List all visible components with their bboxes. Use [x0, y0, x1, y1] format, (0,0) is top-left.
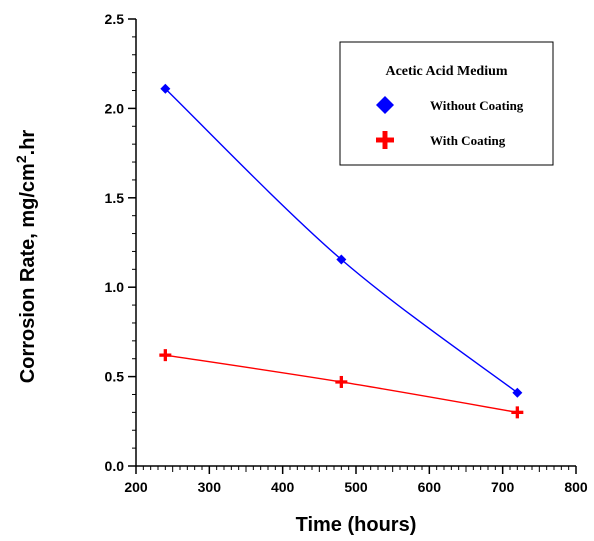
data-point-marker [335, 375, 348, 388]
y-axis-title-superscript: 2 [13, 155, 29, 163]
y-tick-label: 1.5 [105, 190, 125, 206]
x-tick-label: 700 [491, 479, 515, 495]
data-point-marker [160, 83, 171, 94]
legend-label: With Coating [430, 133, 506, 148]
data-point-marker [159, 349, 172, 362]
y-tick-label: 0.0 [105, 458, 125, 474]
data-point-marker-v [163, 349, 167, 362]
series-1 [159, 349, 524, 419]
data-point-marker [512, 387, 523, 398]
x-tick-label: 400 [271, 479, 295, 495]
y-tick-label: 0.5 [105, 369, 125, 385]
x-tick-label: 300 [198, 479, 222, 495]
y-tick-label: 1.0 [105, 279, 125, 295]
legend-label: Without Coating [430, 98, 524, 113]
y-axis-title-main: Corrosion Rate, mg/cm [17, 163, 39, 383]
legend-marker [376, 96, 394, 114]
data-point-marker-v [339, 375, 343, 388]
series-0 [160, 83, 523, 398]
y-tick-label: 2.5 [105, 11, 125, 27]
x-tick-label: 800 [564, 479, 588, 495]
data-point-marker [336, 254, 347, 265]
x-axis-title: Time (hours) [296, 514, 417, 536]
legend-marker [376, 131, 394, 149]
series-layer [159, 83, 524, 419]
legend-box [339, 41, 554, 166]
data-point-marker-v [515, 406, 519, 419]
data-point-marker [511, 406, 524, 419]
legend-items: Without Coating With Coating [376, 96, 524, 149]
legend-marker-v [382, 131, 388, 149]
legend-title: Acetic Acid Medium [385, 64, 507, 79]
ticks: 200 300 400 500 600 700 800 0.0 0.5 1.0 1.5 2.0 2.5 [105, 11, 588, 495]
legend: Acetic Acid Medium Without Coating With C… [339, 41, 554, 166]
y-axis-title: Corrosion Rate, mg/cm2.hr [13, 130, 39, 384]
y-axis-title-suffix: .hr [17, 130, 39, 156]
x-tick-label: 200 [124, 479, 148, 495]
y-tick-label: 2.0 [105, 100, 125, 116]
x-tick-label: 500 [344, 479, 368, 495]
x-tick-label: 600 [418, 479, 442, 495]
